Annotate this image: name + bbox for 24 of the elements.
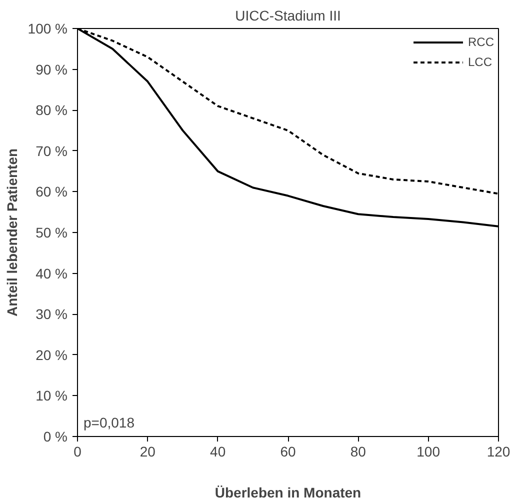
y-tick-label: 90 %	[36, 61, 68, 78]
y-axis-title: Anteil lebender Patienten	[4, 148, 20, 317]
y-tick-label: 40 %	[36, 265, 68, 282]
x-tick-label: 80	[350, 444, 366, 460]
x-tick-label: 40	[210, 444, 226, 460]
y-tick-label: 30 %	[36, 306, 68, 322]
x-tick-label: 100	[416, 444, 440, 460]
y-tick-label: 0 %	[43, 428, 68, 444]
y-tick-label: 20 %	[36, 346, 68, 363]
annotation: p=0,018	[84, 414, 135, 430]
legend-label: RCC	[468, 35, 494, 49]
x-tick-label: 120	[486, 444, 510, 460]
y-tick-label: 10 %	[36, 388, 68, 404]
y-tick-label: 80 %	[36, 102, 68, 118]
x-tick-label: 20	[140, 444, 156, 460]
chart-title: UICC-Stadium III	[235, 8, 341, 24]
y-tick-label: 70 %	[36, 142, 68, 159]
y-tick-label: 50 %	[36, 224, 68, 240]
x-axis-title: Überleben in Monaten	[214, 484, 362, 500]
x-tick-label: 0	[74, 444, 82, 460]
y-tick-label: 60 %	[36, 184, 68, 200]
legend-label: LCC	[468, 55, 492, 69]
x-tick-label: 60	[280, 444, 296, 460]
y-tick-label: 100 %	[28, 20, 68, 36]
